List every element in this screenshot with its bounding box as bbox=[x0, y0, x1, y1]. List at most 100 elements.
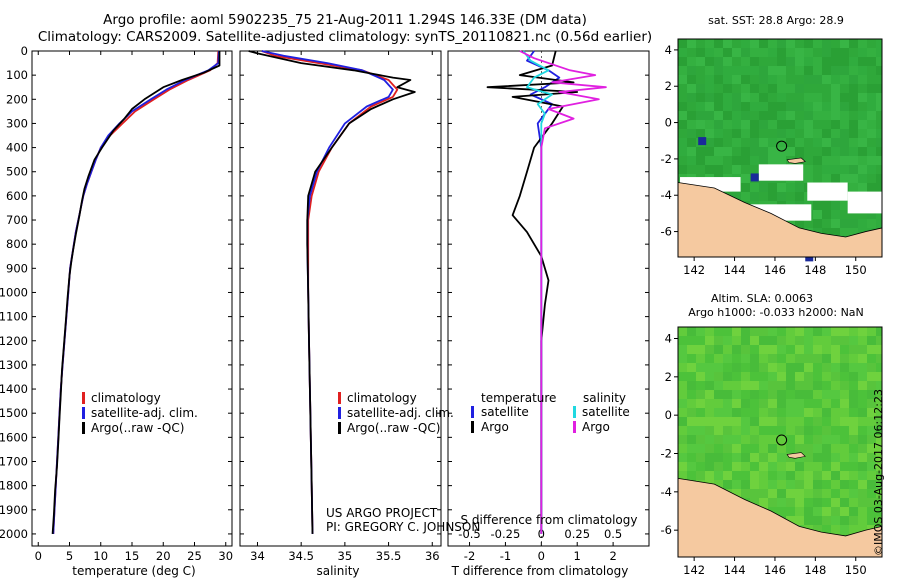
map-cell bbox=[795, 84, 804, 93]
map-cell bbox=[723, 39, 732, 48]
map-cell bbox=[876, 138, 882, 147]
map-cell bbox=[804, 165, 813, 174]
map-cell bbox=[849, 174, 858, 183]
map-cell bbox=[768, 39, 777, 48]
map-cell bbox=[840, 525, 849, 534]
map-cell bbox=[831, 84, 840, 93]
map-cell bbox=[813, 48, 822, 57]
map-cell bbox=[822, 435, 831, 444]
map-cell bbox=[777, 129, 786, 138]
map-cell bbox=[840, 48, 849, 57]
map-cell bbox=[705, 462, 714, 471]
map-cell bbox=[831, 120, 840, 129]
map-cell bbox=[813, 210, 822, 219]
map-cell bbox=[768, 390, 777, 399]
map-cell bbox=[786, 192, 795, 201]
map-cell bbox=[795, 111, 804, 120]
map-cell bbox=[678, 48, 687, 57]
map-cell bbox=[840, 66, 849, 75]
t-tick-label: -1 bbox=[500, 549, 511, 563]
legend-label: climatology bbox=[91, 391, 161, 405]
map-cell bbox=[714, 93, 723, 102]
map-cell bbox=[723, 372, 732, 381]
map-cell bbox=[813, 354, 822, 363]
map-cell bbox=[678, 156, 687, 165]
map-cell bbox=[813, 480, 822, 489]
map-cell bbox=[831, 489, 840, 498]
map-cell bbox=[777, 417, 786, 426]
map-cell bbox=[822, 147, 831, 156]
salinity-x-axis: 34 34.5 35 35.5 36 bbox=[250, 51, 440, 563]
map-cell bbox=[804, 462, 813, 471]
map-cell bbox=[831, 399, 840, 408]
map-cell bbox=[687, 84, 696, 93]
legend-t-argo: Argo bbox=[481, 420, 509, 434]
map-cell bbox=[732, 93, 741, 102]
map-cell bbox=[732, 57, 741, 66]
map-cell bbox=[750, 354, 759, 363]
map-cell bbox=[795, 390, 804, 399]
map-cell bbox=[858, 372, 867, 381]
map-cell bbox=[741, 93, 750, 102]
map-cell bbox=[876, 372, 882, 381]
map-cell bbox=[705, 336, 714, 345]
map-cell bbox=[741, 183, 750, 192]
map-cell bbox=[813, 39, 822, 48]
map-cell bbox=[840, 363, 849, 372]
map-cell bbox=[804, 174, 813, 183]
map-cell bbox=[867, 444, 876, 453]
legend-s-argo: Argo bbox=[582, 420, 610, 434]
map-cell bbox=[876, 462, 882, 471]
map-cell bbox=[840, 102, 849, 111]
map-cell bbox=[714, 138, 723, 147]
legend-salinity-heading: salinity bbox=[583, 391, 626, 405]
map-cell bbox=[813, 489, 822, 498]
map-cell bbox=[732, 66, 741, 75]
map-cell bbox=[804, 426, 813, 435]
map-cell bbox=[759, 363, 768, 372]
depth-tick-label: 1400 bbox=[0, 382, 28, 396]
map-cell bbox=[687, 408, 696, 417]
map-cell bbox=[750, 336, 759, 345]
map-cell bbox=[867, 174, 876, 183]
map-cell bbox=[741, 84, 750, 93]
map-cell bbox=[741, 390, 750, 399]
depth-tick-label: 2000 bbox=[0, 527, 28, 541]
map-cell bbox=[786, 498, 795, 507]
map-cell bbox=[786, 327, 795, 336]
map-cell bbox=[876, 156, 882, 165]
map-cell bbox=[849, 435, 858, 444]
map-cell bbox=[795, 336, 804, 345]
map-cell bbox=[840, 462, 849, 471]
map-cell bbox=[741, 192, 750, 201]
map-cell bbox=[714, 75, 723, 84]
depth-tick-label: 0 bbox=[21, 44, 28, 58]
map-cell bbox=[687, 390, 696, 399]
map-cell bbox=[678, 120, 687, 129]
map-cell bbox=[840, 354, 849, 363]
map-cell bbox=[795, 129, 804, 138]
map-cell bbox=[813, 165, 822, 174]
map-cell bbox=[678, 390, 687, 399]
map-cell bbox=[840, 435, 849, 444]
map-cell bbox=[858, 102, 867, 111]
map-cell bbox=[687, 111, 696, 120]
map-cell bbox=[759, 84, 768, 93]
map-cell bbox=[795, 471, 804, 480]
map-cell bbox=[732, 453, 741, 462]
map-cell bbox=[858, 165, 867, 174]
map-cell bbox=[714, 444, 723, 453]
map-cell bbox=[822, 417, 831, 426]
map-cell bbox=[678, 345, 687, 354]
map-cell bbox=[705, 147, 714, 156]
map-cell bbox=[795, 408, 804, 417]
map-cell bbox=[741, 444, 750, 453]
map-cell bbox=[696, 39, 705, 48]
map-cell bbox=[840, 165, 849, 174]
map-cell bbox=[768, 399, 777, 408]
map-cell bbox=[777, 102, 786, 111]
map-cell bbox=[759, 138, 768, 147]
map-cell bbox=[786, 84, 795, 93]
map-cell bbox=[759, 93, 768, 102]
map-cell bbox=[804, 498, 813, 507]
